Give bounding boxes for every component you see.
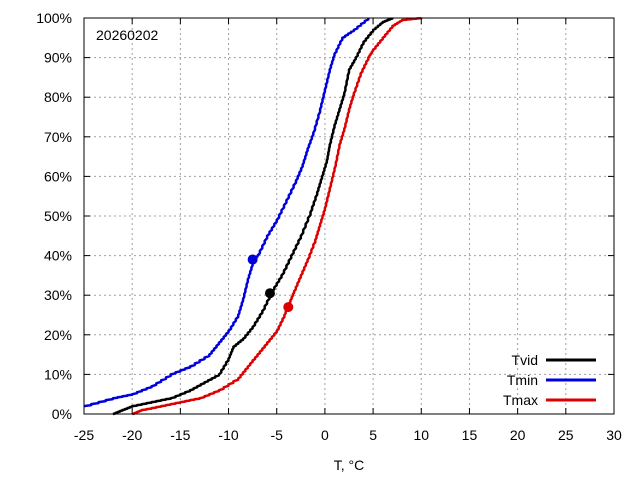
x-tick-label: 25 <box>558 427 574 443</box>
series-line-tmin <box>83 18 370 408</box>
y-tick-label: 40% <box>44 248 72 264</box>
axis-ticks <box>83 17 615 415</box>
x-tick-label: 15 <box>462 427 478 443</box>
y-tick-label: 50% <box>44 208 72 224</box>
y-tick-labels: 0% 10% 20% 30% 40% 50% 60% 70% 80% 90% 100% <box>36 10 72 422</box>
x-tick-label: -15 <box>170 427 190 443</box>
x-tick-label: -10 <box>218 427 238 443</box>
x-tick-labels: -25 -20 -15 -10 -5 0 5 10 15 20 25 30 <box>74 427 622 443</box>
y-tick-label: 0% <box>52 406 72 422</box>
marker-tmin <box>247 254 258 265</box>
y-tick-label: 90% <box>44 50 72 66</box>
legend-label-tmin: Tmin <box>507 372 538 388</box>
legend-label-tmax: Tmax <box>503 392 538 408</box>
y-tick-label: 70% <box>44 129 72 145</box>
y-tick-label: 20% <box>44 327 72 343</box>
legend-label-tvid: Tvid <box>512 352 538 368</box>
x-tick-label: 0 <box>321 427 329 443</box>
x-tick-label: 5 <box>369 427 377 443</box>
series-line-tmax <box>131 16 423 416</box>
legend: Tvid Tmin Tmax <box>503 352 596 408</box>
x-axis-label: T, °C <box>334 457 365 473</box>
x-tick-label: 20 <box>510 427 526 443</box>
x-tick-label: -25 <box>74 427 94 443</box>
series-markers <box>247 254 294 313</box>
series-line-tvid <box>112 17 394 416</box>
x-tick-label: 30 <box>606 427 622 443</box>
marker-tvid <box>264 288 275 299</box>
grid <box>84 18 614 414</box>
chart-annotation: 20260202 <box>96 27 159 43</box>
y-tick-label: 10% <box>44 366 72 382</box>
y-tick-label: 80% <box>44 89 72 105</box>
x-tick-label: -20 <box>122 427 142 443</box>
x-tick-label: 10 <box>413 427 429 443</box>
series-lines <box>83 16 423 416</box>
y-tick-label: 30% <box>44 287 72 303</box>
x-tick-label: -5 <box>271 427 284 443</box>
y-tick-label: 100% <box>36 10 72 26</box>
y-tick-label: 60% <box>44 168 72 184</box>
marker-tmax <box>283 302 294 313</box>
